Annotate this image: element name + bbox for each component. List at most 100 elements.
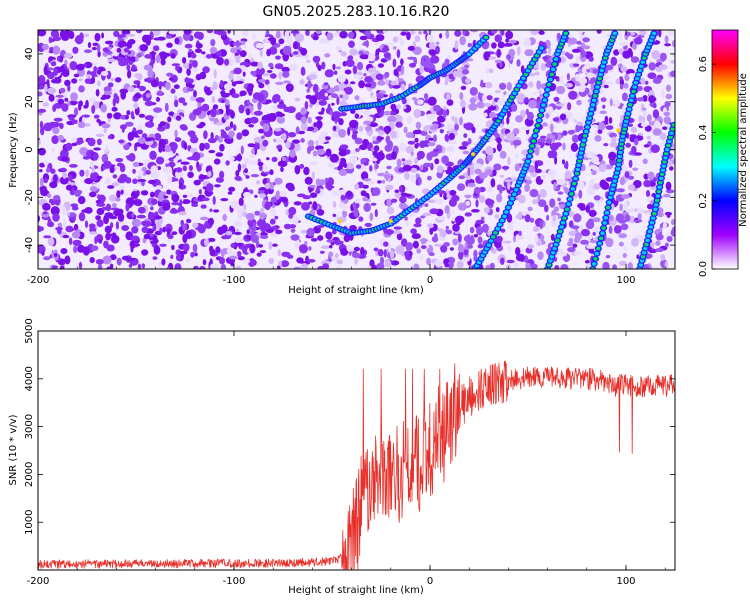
spectrogram-speckle xyxy=(567,53,574,60)
spectrogram-speckle xyxy=(665,93,673,100)
spectrogram-speckle xyxy=(106,112,113,119)
streak-1-core xyxy=(530,144,535,148)
spectrogram-speckle xyxy=(183,141,188,151)
spectrogram-speckle xyxy=(338,189,348,195)
spectrogram-speckle xyxy=(105,232,111,241)
streak-3-core xyxy=(636,72,641,77)
spectrogram-speckle xyxy=(308,74,317,80)
spectrogram-speckle xyxy=(280,166,284,172)
spectrogram-speckle xyxy=(485,81,493,89)
spectrogram-speckle xyxy=(137,124,143,132)
spectrogram-speckle xyxy=(309,192,318,198)
spectrogram-speckle xyxy=(251,33,256,40)
spectrogram-speckle xyxy=(512,262,520,268)
spectrogram-speckle xyxy=(513,235,516,243)
spectrogram-speckle xyxy=(468,103,478,111)
spectrogram-speckle xyxy=(186,68,191,76)
spectrogram-speckle xyxy=(170,254,174,260)
spectrogram-speckle xyxy=(460,99,466,108)
spectrogram-speckle xyxy=(576,99,582,106)
spectrogram-speckle xyxy=(249,244,256,254)
spectrogram-speckle xyxy=(374,145,380,152)
spectrogram-speckle xyxy=(128,263,133,268)
spectrogram-speckle xyxy=(377,63,384,68)
spectrogram-speckle xyxy=(164,81,171,91)
spectrogram-speckle xyxy=(659,132,667,141)
spectrogram-speckle xyxy=(634,36,643,45)
spectrogram-speckle xyxy=(567,247,576,253)
spectrogram-speckle xyxy=(653,120,662,129)
spectrogram-speckle xyxy=(429,208,439,215)
spectrogram-speckle xyxy=(174,137,182,143)
spectrogram-speckle xyxy=(166,42,173,48)
spectrogram-speckle xyxy=(126,64,131,71)
spectrogram-speckle xyxy=(328,251,334,258)
spectrogram-speckle xyxy=(463,249,469,256)
spectrogram-speckle xyxy=(412,240,419,249)
spectrogram-speckle xyxy=(338,118,344,126)
spectrogram-speckle xyxy=(539,234,545,241)
spectrogram-speckle xyxy=(633,138,639,146)
spectrogram-speckle xyxy=(390,151,397,160)
spectrogram-speckle xyxy=(235,205,245,214)
spectrogram-speckle xyxy=(38,75,46,85)
spectrogram-speckle xyxy=(345,59,355,67)
spectrogram-speckle xyxy=(409,62,416,68)
spectrogram-speckle xyxy=(528,165,536,173)
spectrogram-speckle xyxy=(79,169,85,177)
spectrogram-speckle xyxy=(559,113,567,121)
spectrogram-speckle xyxy=(170,88,176,94)
spectrogram-speckle xyxy=(107,46,112,51)
spectrogram-speckle xyxy=(179,182,183,189)
parabola-low-core xyxy=(516,83,522,88)
spectrogram-speckle xyxy=(166,72,174,77)
spectrogram-speckle xyxy=(483,207,490,214)
spectrogram-speckle xyxy=(539,189,547,198)
streak-3-core xyxy=(607,200,612,205)
spectrogram-speckle xyxy=(410,228,417,235)
spectrogram-speckle xyxy=(308,187,312,194)
spectrogram-speckle xyxy=(304,101,309,110)
spectrogram-speckle xyxy=(79,147,89,156)
spectrogram-speckle xyxy=(549,198,556,208)
spectrogram-speckle xyxy=(666,84,671,92)
spectrogram-speckle xyxy=(276,190,280,199)
spectrogram-speckle xyxy=(131,226,139,234)
spectrogram-speckle xyxy=(384,259,392,268)
spectrogram-speckle xyxy=(115,95,120,104)
spectrogram-speckle xyxy=(404,193,412,198)
spectrogram-speckle xyxy=(444,58,450,66)
spectrogram-speckle xyxy=(328,245,333,249)
spectrogram-speckle xyxy=(89,186,98,192)
spectrogram-speckle xyxy=(339,161,345,168)
spectrogram-speckle xyxy=(50,206,60,216)
spectrogram-speckle xyxy=(158,51,168,60)
spectrogram-speckle xyxy=(101,206,109,211)
spectrogram-speckle xyxy=(365,125,372,132)
spectrogram-speckle xyxy=(405,243,411,251)
spectrogram-speckle xyxy=(73,73,80,78)
spectrogram-speckle xyxy=(578,77,588,85)
streak-2-core xyxy=(577,159,582,163)
spectrogram-speckle xyxy=(109,194,117,202)
spectrogram-speckle xyxy=(339,144,349,150)
spectrogram-speckle xyxy=(315,30,322,35)
spectrogram-speckle xyxy=(338,168,348,177)
spectrogram-speckle xyxy=(294,165,301,175)
spectrogram-speckle xyxy=(248,52,252,61)
spectrogram-speckle xyxy=(154,217,163,226)
spectrogram-speckle xyxy=(621,194,631,199)
spectrogram-speckle xyxy=(353,208,359,218)
spectrogram-speckle xyxy=(266,70,273,73)
spectrogram-speckle xyxy=(426,67,430,72)
spectrogram-speckle xyxy=(354,95,360,101)
spectrogram-speckle xyxy=(178,97,186,104)
spectrogram-speckle xyxy=(111,203,117,208)
spectrogram-speckle xyxy=(158,262,162,267)
spectrogram-speckle xyxy=(89,231,98,235)
spectrogram-speckle xyxy=(492,169,497,177)
streak-2-core xyxy=(575,167,580,172)
spectrogram-speckle xyxy=(257,61,263,70)
streak-3-core xyxy=(602,221,607,225)
spectrogram-speckle xyxy=(339,111,347,117)
